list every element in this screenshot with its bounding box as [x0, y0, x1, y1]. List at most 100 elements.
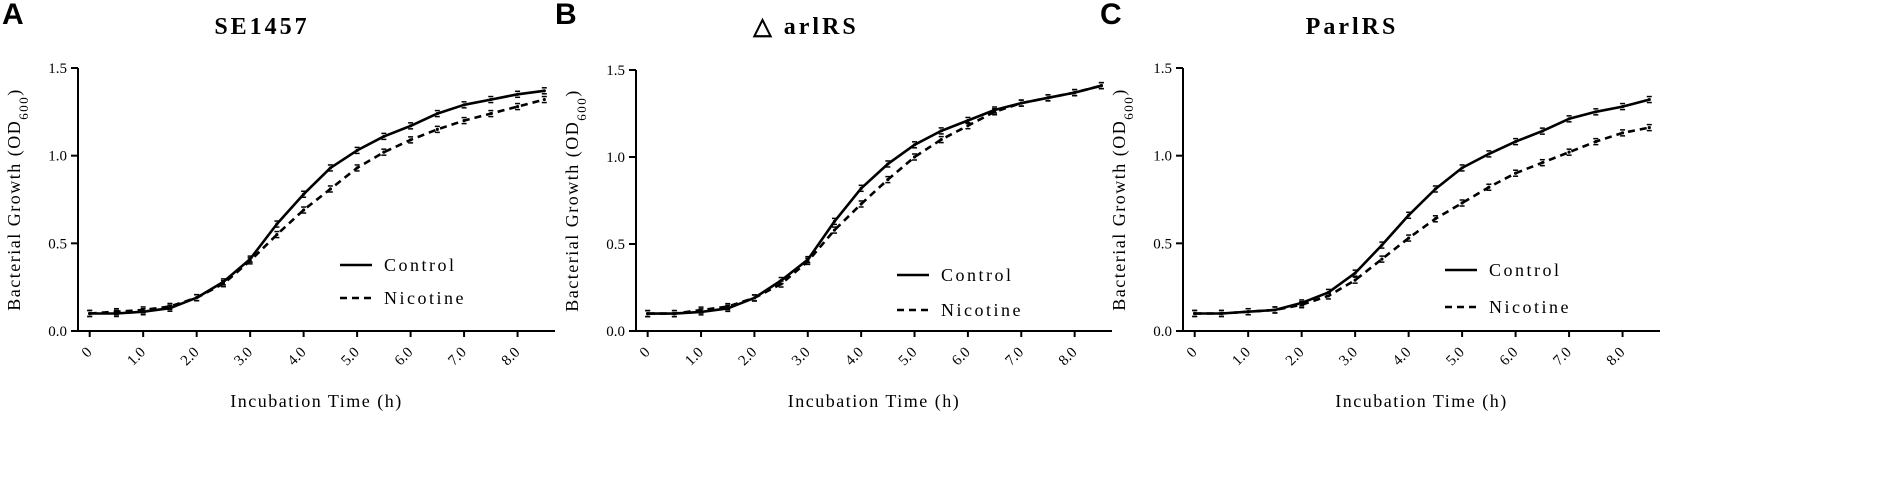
data-point: [779, 282, 783, 286]
chart-panel-a: A SE1457 0.0 0.5 1.0 1.5 0 1.0 2.0 3.0 4.0 5.0 6.0 7.…: [2, 0, 555, 412]
data-point: [672, 312, 676, 316]
data-point: [462, 103, 466, 107]
chart-title: △ arlRS: [752, 14, 858, 40]
y-axis-title-close: ): [4, 88, 25, 96]
data-point: [355, 166, 359, 170]
data-point: [726, 305, 730, 309]
y-tick-label: 0.0: [1153, 324, 1172, 340]
data-point: [1433, 217, 1437, 221]
data-point: [806, 259, 810, 263]
data-point: [699, 308, 703, 312]
y-tick-label: 0.0: [48, 324, 67, 340]
data-point: [1567, 117, 1571, 121]
data-point: [515, 92, 520, 96]
data-point: [966, 118, 970, 123]
data-point: [489, 111, 493, 116]
data-point: [1407, 236, 1411, 240]
data-point: [328, 166, 332, 170]
data-point: [752, 296, 757, 300]
data-point: [355, 148, 359, 153]
data-point: [1620, 104, 1625, 109]
data-point: [1460, 166, 1464, 170]
data-point: [1513, 140, 1518, 144]
data-point: [221, 282, 226, 286]
x-tick-label: 8.0: [499, 345, 524, 370]
series-line-control: [1194, 98, 1650, 315]
x-tick-label: 2.0: [736, 345, 761, 370]
data-point: [1019, 101, 1023, 105]
series-line-nicotine: [89, 98, 545, 315]
x-tick-label: 2.0: [178, 345, 203, 370]
x-tick-label: 7.0: [1550, 345, 1575, 370]
data-point: [408, 138, 413, 142]
data-point: [1407, 213, 1411, 217]
data-point: [886, 162, 890, 166]
x-tick-label: 4.0: [1390, 345, 1415, 370]
data-point: [939, 138, 943, 142]
data-point: [1594, 110, 1598, 114]
series-line-control: [647, 84, 1102, 315]
data-point: [1487, 152, 1491, 156]
data-point: [1326, 294, 1331, 298]
x-tick-label: 2.0: [1283, 345, 1308, 370]
data-point: [168, 304, 172, 309]
legend-label-control: Control: [941, 265, 1014, 285]
chart-panel-c: C ParlRS 0.0 0.5 1.0 1.5 0 1.0 2.0 3.0 4.0 5.0 6.0 7.…: [1100, 0, 1660, 412]
data-point: [1073, 91, 1077, 95]
x-tick-label: 8.0: [1604, 345, 1629, 370]
y-tick-label: 1.5: [1153, 61, 1172, 77]
legend-label-control: Control: [384, 255, 457, 275]
data-point: [912, 155, 917, 159]
data-point: [489, 97, 493, 102]
legend-label-nicotine: Nicotine: [941, 300, 1023, 320]
x-tick-label: 0: [637, 345, 654, 362]
legend-label-nicotine: Nicotine: [384, 288, 466, 308]
data-point: [435, 127, 439, 131]
data-point: [1647, 126, 1651, 130]
data-point: [1540, 161, 1544, 165]
y-tick-label: 1.5: [48, 61, 67, 77]
y-tick-label: 0.5: [1153, 236, 1172, 252]
panel-label: A: [2, 0, 24, 31]
data-point: [886, 178, 890, 182]
data-point: [646, 312, 650, 316]
data-point: [1246, 310, 1250, 314]
x-tick-label: 6.0: [949, 345, 974, 370]
y-tick-label: 1.0: [1153, 149, 1172, 165]
y-tick-label: 1.0: [48, 149, 67, 165]
x-tick-label: 3.0: [1336, 345, 1361, 370]
y-tick-label: 1.5: [606, 63, 625, 79]
data-point: [1567, 150, 1571, 154]
y-axis-title-subscript: 600: [574, 97, 589, 121]
data-point: [992, 110, 997, 114]
data-point: [275, 222, 279, 226]
data-point: [515, 104, 520, 109]
chart-panel-b: B △ arlRS 0.0 0.5 1.0 1.5 0 1.0 2.0 3.0 4.0 5.0 6.0 7…: [555, 0, 1112, 412]
y-axis-title-main: Bacterial Growth (OD: [562, 121, 583, 312]
legend-label-nicotine: Nicotine: [1489, 297, 1571, 317]
y-tick-label: 0.5: [48, 236, 67, 252]
data-point: [1594, 140, 1598, 144]
x-tick-label: 1.0: [1229, 345, 1254, 370]
data-point: [832, 228, 837, 232]
data-point: [1460, 201, 1464, 205]
y-axis-title-close: ): [562, 89, 583, 97]
data-point: [1620, 131, 1625, 135]
panel-label: B: [555, 0, 577, 31]
x-tick-label: 7.0: [1003, 345, 1028, 370]
y-axis-title-subscript: 600: [1121, 96, 1136, 120]
data-point: [966, 124, 970, 128]
data-point: [542, 89, 546, 93]
data-point: [114, 310, 119, 314]
data-point: [382, 134, 386, 138]
y-axis-title-subscript: 600: [16, 96, 31, 120]
y-axis-title: Bacterial Growth (OD600): [562, 89, 589, 311]
data-point: [88, 311, 92, 316]
x-axis-title: Incubation Time (h): [788, 391, 961, 412]
x-axis-title: Incubation Time (h): [230, 391, 403, 412]
data-point: [912, 143, 917, 147]
data-point: [859, 202, 863, 206]
x-tick-label: 3.0: [231, 345, 256, 370]
panel-label: C: [1100, 0, 1122, 31]
